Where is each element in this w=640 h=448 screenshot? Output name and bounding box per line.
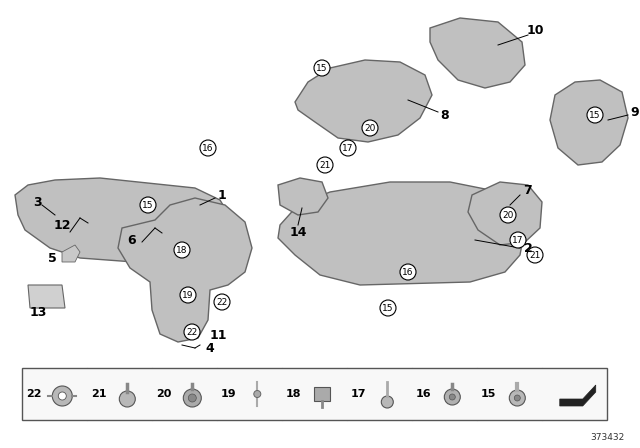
Circle shape bbox=[510, 232, 526, 248]
Text: 22: 22 bbox=[186, 327, 198, 336]
Polygon shape bbox=[468, 182, 542, 245]
Circle shape bbox=[254, 391, 261, 397]
Text: 21: 21 bbox=[529, 250, 541, 259]
Circle shape bbox=[509, 390, 525, 406]
Text: 20: 20 bbox=[364, 124, 376, 133]
Circle shape bbox=[380, 300, 396, 316]
Circle shape bbox=[362, 120, 378, 136]
Circle shape bbox=[444, 389, 460, 405]
Polygon shape bbox=[278, 178, 328, 215]
Text: 12: 12 bbox=[53, 219, 71, 232]
Text: 20: 20 bbox=[156, 389, 172, 399]
Text: 17: 17 bbox=[342, 143, 354, 152]
Circle shape bbox=[381, 396, 394, 408]
Text: 21: 21 bbox=[319, 160, 331, 169]
Text: 10: 10 bbox=[526, 23, 544, 36]
Text: 16: 16 bbox=[403, 267, 413, 276]
Text: 17: 17 bbox=[351, 389, 367, 399]
Text: 7: 7 bbox=[524, 184, 532, 197]
Text: 21: 21 bbox=[91, 389, 106, 399]
FancyBboxPatch shape bbox=[314, 387, 330, 401]
Text: 3: 3 bbox=[34, 195, 42, 208]
Circle shape bbox=[140, 197, 156, 213]
Text: 373432: 373432 bbox=[591, 433, 625, 442]
Circle shape bbox=[340, 140, 356, 156]
Polygon shape bbox=[430, 18, 525, 88]
Text: 16: 16 bbox=[416, 389, 431, 399]
Polygon shape bbox=[560, 385, 596, 406]
Circle shape bbox=[184, 324, 200, 340]
Text: 6: 6 bbox=[128, 233, 136, 246]
Circle shape bbox=[188, 394, 196, 402]
Circle shape bbox=[587, 107, 603, 123]
Text: 14: 14 bbox=[289, 225, 307, 238]
FancyBboxPatch shape bbox=[22, 368, 607, 420]
Text: 15: 15 bbox=[382, 303, 394, 313]
Circle shape bbox=[214, 294, 230, 310]
Circle shape bbox=[58, 392, 67, 400]
Text: 15: 15 bbox=[142, 201, 154, 210]
Circle shape bbox=[119, 391, 135, 407]
Text: 18: 18 bbox=[176, 246, 188, 254]
Circle shape bbox=[52, 386, 72, 406]
Polygon shape bbox=[278, 182, 525, 285]
Circle shape bbox=[180, 287, 196, 303]
Circle shape bbox=[317, 157, 333, 173]
Circle shape bbox=[400, 264, 416, 280]
Circle shape bbox=[183, 389, 202, 407]
Circle shape bbox=[200, 140, 216, 156]
Polygon shape bbox=[62, 245, 80, 262]
Text: 17: 17 bbox=[512, 236, 524, 245]
Text: 15: 15 bbox=[481, 389, 497, 399]
Polygon shape bbox=[550, 80, 628, 165]
Text: 22: 22 bbox=[26, 389, 42, 399]
Circle shape bbox=[314, 60, 330, 76]
Text: 15: 15 bbox=[589, 111, 601, 120]
Polygon shape bbox=[28, 285, 65, 308]
Polygon shape bbox=[295, 60, 432, 142]
Text: 9: 9 bbox=[630, 105, 639, 119]
Text: 11: 11 bbox=[209, 328, 227, 341]
Polygon shape bbox=[15, 178, 232, 265]
Circle shape bbox=[527, 247, 543, 263]
Circle shape bbox=[500, 207, 516, 223]
Text: 1: 1 bbox=[218, 189, 227, 202]
Text: 8: 8 bbox=[441, 108, 449, 121]
Text: 4: 4 bbox=[205, 341, 214, 354]
Text: 5: 5 bbox=[47, 251, 56, 264]
Text: 19: 19 bbox=[182, 290, 194, 300]
Text: 16: 16 bbox=[202, 143, 214, 152]
Text: 22: 22 bbox=[216, 297, 228, 306]
Circle shape bbox=[174, 242, 190, 258]
Text: 18: 18 bbox=[286, 389, 301, 399]
Text: 20: 20 bbox=[502, 211, 514, 220]
Text: 13: 13 bbox=[29, 306, 47, 319]
Polygon shape bbox=[118, 198, 252, 342]
Circle shape bbox=[515, 395, 520, 401]
Circle shape bbox=[449, 394, 455, 400]
Text: 2: 2 bbox=[524, 241, 532, 254]
Text: 15: 15 bbox=[316, 64, 328, 73]
Text: 19: 19 bbox=[221, 389, 237, 399]
